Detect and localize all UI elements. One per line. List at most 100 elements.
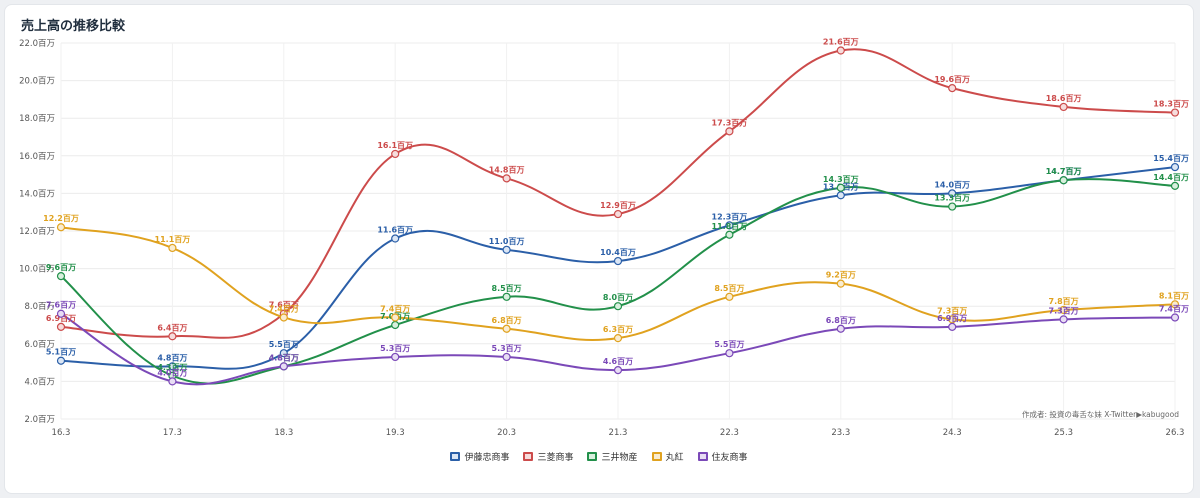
data-label: 4.8百万	[157, 353, 187, 362]
data-label: 4.8百万	[269, 353, 299, 362]
data-label: 16.1百万	[377, 141, 413, 150]
data-label: 12.2百万	[43, 214, 79, 223]
data-label: 4.8百万	[269, 353, 299, 362]
legend-item-1[interactable]: 三菱商事	[523, 450, 573, 463]
y-tick-label: 4.0百万	[24, 377, 55, 387]
legend-item-3[interactable]: 丸紅	[651, 450, 684, 463]
data-label: 14.7百万	[1046, 167, 1082, 176]
data-point	[391, 313, 400, 322]
data-point	[836, 191, 845, 200]
data-label: 8.1百万	[1159, 291, 1189, 300]
data-point	[1170, 108, 1180, 117]
data-label: 6.8百万	[492, 316, 522, 325]
data-label: 7.6百万	[269, 301, 299, 310]
legend-item-4[interactable]: 住友商事	[697, 450, 748, 463]
data-label: 6.9百万	[46, 314, 76, 323]
data-point	[56, 272, 66, 281]
data-label: 6.8百万	[826, 316, 856, 325]
x-tick-label: 26.3	[1166, 428, 1185, 438]
y-tick-label: 2.0百万	[24, 415, 55, 425]
legend-item-0[interactable]: 伊藤忠商事	[450, 450, 509, 463]
y-tick-label: 6.0百万	[24, 340, 55, 350]
data-point	[836, 324, 845, 333]
data-point	[56, 322, 66, 331]
data-label: 7.4百万	[269, 304, 299, 313]
data-point	[1170, 181, 1180, 190]
chart-legend[interactable]: 伊藤忠商事 三菱商事 三井物産 丸紅 住友商事	[5, 450, 1193, 463]
data-point	[502, 245, 511, 254]
legend-label: 三菱商事	[537, 453, 574, 463]
data-point	[725, 230, 734, 239]
data-label: 9.6百万	[46, 263, 76, 272]
data-label: 4.3百万	[157, 363, 187, 372]
data-point	[279, 362, 288, 371]
x-tick-label: 18.3	[274, 428, 293, 438]
x-tick-label: 22.3	[720, 428, 739, 438]
data-label: 14.3百万	[823, 175, 859, 184]
legend-swatch	[587, 452, 598, 461]
x-tick-label: 20.3	[497, 428, 516, 438]
data-point	[502, 292, 511, 301]
data-point	[613, 209, 623, 219]
data-label: 5.5百万	[714, 340, 744, 349]
data-point	[613, 334, 623, 343]
data-point	[391, 352, 400, 362]
x-tick-label: 23.3	[831, 428, 850, 438]
data-point	[948, 322, 957, 331]
data-point	[56, 309, 66, 318]
y-tick-label: 18.0百万	[19, 114, 55, 124]
legend-label: 丸紅	[665, 453, 684, 463]
data-label: 5.3百万	[380, 344, 410, 353]
data-point	[168, 332, 177, 341]
data-point	[391, 234, 400, 243]
data-label: 17.3百万	[712, 118, 748, 127]
data-point	[725, 127, 734, 136]
legend-swatch	[697, 452, 708, 461]
data-point	[391, 149, 400, 159]
data-label: 11.8百万	[712, 222, 748, 231]
x-tick-label: 24.3	[943, 428, 962, 438]
data-label: 7.8百万	[1049, 297, 1079, 306]
data-label: 11.0百万	[489, 237, 525, 246]
data-label: 7.4百万	[1159, 304, 1189, 313]
data-label: 6.3百万	[603, 325, 633, 334]
data-label: 15.4百万	[1153, 154, 1189, 163]
data-point	[502, 324, 511, 333]
data-point	[56, 356, 66, 365]
data-label: 14.4百万	[1153, 173, 1189, 182]
data-point	[168, 243, 177, 253]
data-point	[725, 349, 734, 358]
data-point	[1059, 315, 1068, 324]
data-label: 14.8百万	[489, 165, 525, 174]
data-point	[613, 366, 623, 375]
data-point	[725, 292, 734, 301]
x-tick-label: 21.3	[609, 428, 628, 438]
data-label: 12.9百万	[600, 201, 636, 210]
x-tick-label: 19.3	[386, 428, 405, 438]
legend-item-2[interactable]: 三井物産	[587, 450, 638, 463]
chart-title: 売上高の推移比較	[21, 19, 126, 34]
y-tick-label: 12.0百万	[19, 227, 55, 237]
x-tick-label: 16.3	[52, 428, 71, 438]
data-label: 19.6百万	[934, 75, 970, 84]
legend-label: 伊藤忠商事	[464, 453, 510, 463]
data-label: 8.5百万	[714, 284, 744, 293]
x-tick-label: 25.3	[1054, 428, 1073, 438]
data-label: 11.6百万	[377, 226, 413, 235]
data-point	[836, 279, 845, 288]
y-tick-label: 22.0百万	[19, 39, 55, 49]
data-point	[836, 183, 845, 192]
data-label: 7.3百万	[1049, 306, 1079, 315]
data-label: 13.3百万	[934, 194, 970, 203]
data-label: 6.4百万	[157, 323, 187, 332]
data-point	[948, 202, 957, 211]
data-point	[502, 174, 511, 183]
data-label: 12.3百万	[712, 212, 748, 221]
data-point	[948, 189, 957, 198]
data-point	[502, 352, 511, 362]
data-label: 7.6百万	[46, 301, 76, 310]
data-point	[613, 302, 623, 311]
data-label: 5.1百万	[46, 348, 76, 357]
data-label: 14.0百万	[934, 180, 970, 189]
x-tick-label: 17.3	[163, 428, 182, 438]
